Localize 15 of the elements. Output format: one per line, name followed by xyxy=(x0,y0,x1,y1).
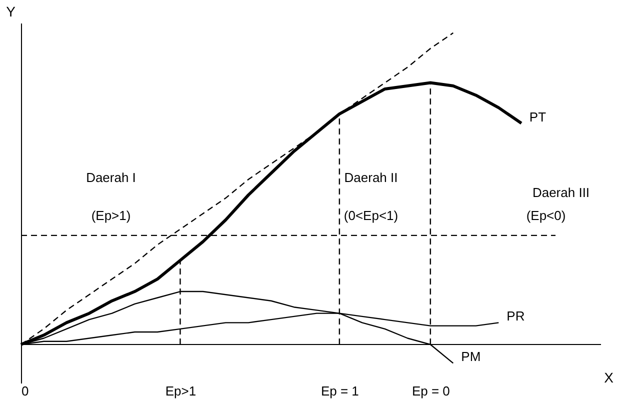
series-label: PR xyxy=(506,308,525,324)
x-tick-label: Ep>1 xyxy=(165,384,196,398)
annotation: (0<Ep<1) xyxy=(344,208,398,223)
annotation: Daerah I xyxy=(86,170,136,185)
x-tick-label: Ep = 0 xyxy=(412,384,450,398)
annotation: (Ep>1) xyxy=(91,208,131,223)
x-tick-label: Ep = 1 xyxy=(320,384,359,398)
annotation: Daerah III xyxy=(532,185,590,200)
series-label: PT xyxy=(529,109,546,124)
x-tick-label: 0 xyxy=(22,384,29,398)
series-label: PM xyxy=(461,349,481,364)
x-axis-title: X xyxy=(604,370,614,386)
annotation: Daerah II xyxy=(344,170,398,185)
annotation: (Ep<0) xyxy=(526,208,566,223)
y-axis-title: Y xyxy=(6,4,16,20)
